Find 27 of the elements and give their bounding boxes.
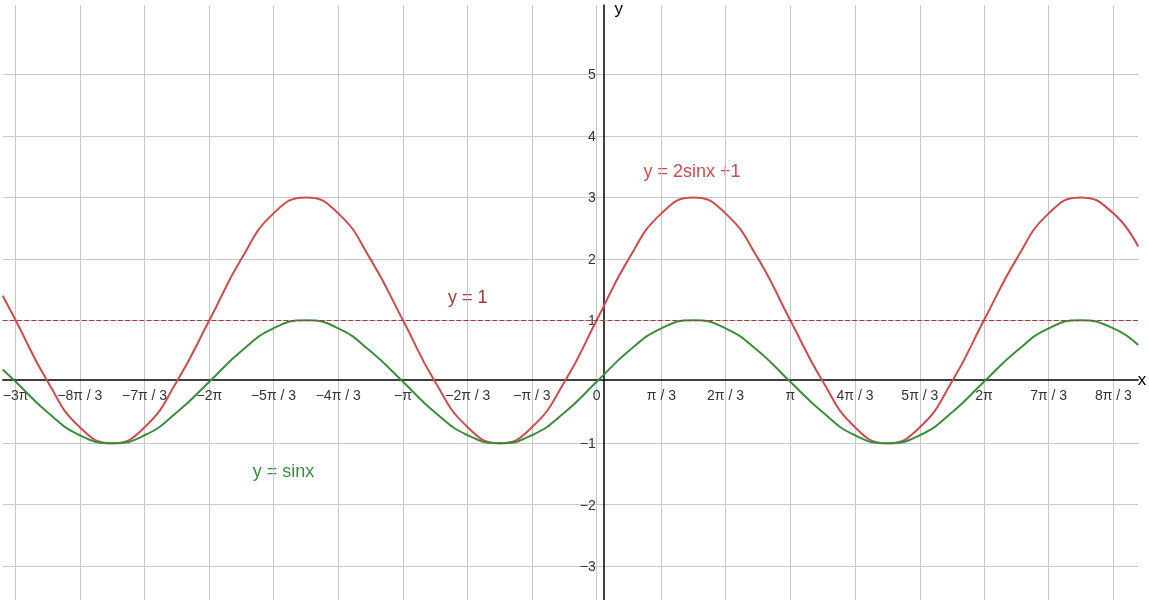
y-tick-label: −2 [579,496,596,513]
x-tick-label: 2π / 3 [707,386,745,403]
y-tick-label: −1 [579,435,596,452]
x-tick-label: 5π / 3 [901,386,939,403]
x-tick-label: −π / 3 [513,386,551,403]
y-tick-label: 3 [587,189,596,206]
y-tick-label: 2 [587,250,596,267]
x-tick-label: −7π / 3 [122,386,168,403]
y-tick-label: 5 [587,66,596,83]
x-tick-label: 4π / 3 [836,386,874,403]
x-tick-label: −3π [2,386,29,403]
x-tick-label: −2π / 3 [445,386,491,403]
y-tick-label: −3 [579,558,596,575]
x-tick-label: 2π [975,386,993,403]
x-tick-label: −2π [196,386,223,403]
x-tick-label: π / 3 [646,386,677,403]
x-tick-label: −8π / 3 [57,386,103,403]
x-axis-title: x [1137,370,1147,390]
x-tick-label: −4π / 3 [315,386,361,403]
x-tick-label: −5π / 3 [250,386,297,403]
y-tick-label: 4 [587,127,596,144]
x-tick-label: 0 [592,386,601,403]
x-tick-label: 7π / 3 [1030,386,1068,403]
x-tick-label: 8π / 3 [1094,386,1133,403]
y-axis-title: y [614,0,624,18]
x-tick-label: −π [394,386,413,403]
x-tick-label: π [785,386,796,403]
